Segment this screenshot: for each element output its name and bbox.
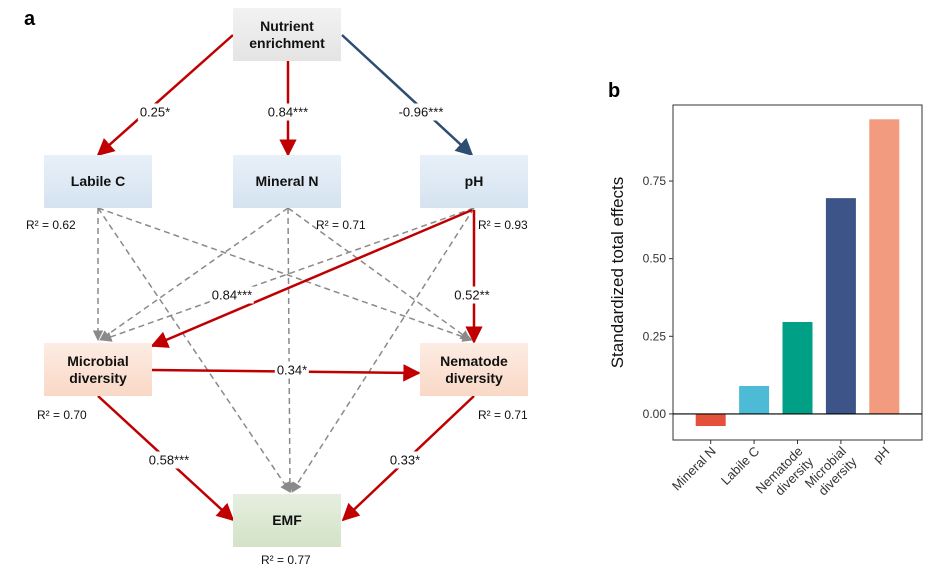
- path-coefficient: 0.84***: [265, 103, 311, 121]
- r-squared: R² = 0.93: [478, 218, 528, 232]
- x-tick-label: Mineral N: [669, 444, 719, 494]
- path-coefficient: -0.96***: [396, 103, 446, 121]
- panel-label: b: [608, 80, 621, 102]
- x-tick-label: pH: [870, 444, 892, 466]
- node-box: Mineral N: [233, 155, 341, 208]
- node-box: Nematode diversity: [420, 343, 528, 396]
- x-tick-label: Labile C: [718, 444, 762, 488]
- r-squared: R² = 0.71: [478, 408, 528, 422]
- path-coefficient: 0.58***: [146, 451, 192, 469]
- node-box: Nutrient enrichment: [233, 8, 341, 61]
- r-squared: R² = 0.62: [26, 218, 76, 232]
- dashed-path: [97, 207, 291, 493]
- path-arrow: [341, 34, 474, 157]
- path-coefficient: 0.34*: [274, 361, 310, 379]
- node-box: pH: [420, 155, 528, 208]
- y-tick-label: 0.50: [643, 252, 667, 266]
- dashed-path: [287, 207, 471, 341]
- panel-label: a: [24, 8, 36, 30]
- dashed-path: [284, 207, 296, 494]
- dashed-path: [291, 207, 475, 493]
- x-tick-label: Microbialdiversity: [802, 443, 860, 501]
- y-tick-label: 0.75: [643, 174, 667, 188]
- node-box: Labile C: [44, 155, 152, 208]
- node-box: EMF: [233, 494, 341, 547]
- r-squared: R² = 0.71: [316, 218, 366, 232]
- bar: [825, 198, 856, 414]
- path-coefficient: 0.33*: [387, 451, 423, 469]
- dashed-path: [99, 207, 289, 341]
- y-axis-label: Standardized total effects: [608, 177, 627, 369]
- bar: [782, 322, 813, 414]
- y-tick-label: 0.00: [643, 407, 667, 421]
- bar: [695, 413, 726, 427]
- dashed-path: [101, 207, 475, 342]
- path-coefficient: 0.25*: [137, 103, 173, 121]
- bar: [739, 385, 770, 414]
- dashed-path: [97, 207, 473, 342]
- path-arrow: [150, 208, 473, 348]
- path-arrow: [96, 34, 234, 157]
- path-diagram: [92, 34, 483, 522]
- path-coefficient: 0.84***: [209, 286, 255, 304]
- r-squared: R² = 0.70: [37, 408, 87, 422]
- path-coefficient: 0.52**: [452, 286, 492, 304]
- bar: [869, 119, 900, 414]
- y-tick-label: 0.25: [643, 329, 667, 343]
- r-squared: R² = 0.77: [261, 553, 311, 567]
- node-box: Microbial diversity: [44, 343, 152, 396]
